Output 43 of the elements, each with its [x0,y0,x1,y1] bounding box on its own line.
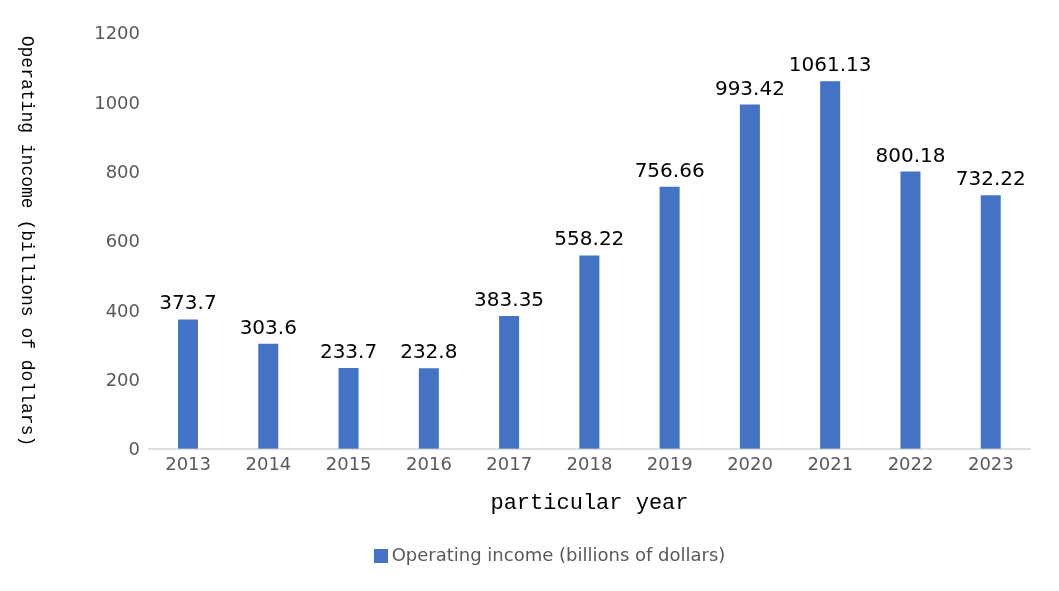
x-tick-label: 2021 [807,452,854,474]
data-label: 1061.13 [788,52,872,77]
x-tick-label: 2019 [646,452,693,474]
y-tick-label: 0 [128,438,140,460]
x-tick-label: 2023 [967,452,1014,474]
bar [499,316,520,449]
bar [820,81,841,449]
data-label: 756.66 [634,157,705,182]
data-label: 993.42 [714,75,785,100]
bar [178,319,198,449]
data-label: 558.22 [554,226,625,251]
legend-label: Operating income (billions of dollars) [391,544,726,565]
data-label: 303.6 [239,314,297,339]
y-tick-label: 200 [105,369,140,391]
x-tick-label: 2014 [245,452,292,474]
x-axis-title: particular year [490,491,689,516]
bar [980,195,1001,449]
data-label: 232.8 [400,339,458,364]
y-tick-label: 1000 [94,91,140,113]
x-tick-label: 2020 [727,452,773,474]
data-label: 373.7 [159,290,217,315]
data-label: 732.22 [955,166,1026,191]
x-tick-label: 2013 [165,452,212,474]
data-label: 233.7 [319,338,378,363]
bar [900,171,921,449]
y-tick-label: 800 [105,161,140,183]
bar [418,368,439,449]
x-tick-label: 2017 [486,452,533,474]
bar [258,343,279,449]
x-tick-label: 2022 [887,452,934,474]
bar [338,367,359,449]
y-tick-label: 1200 [94,22,140,44]
y-axis-title: Operating income (billions of dollars) [16,35,37,447]
x-tick-label: 2018 [566,452,613,474]
x-tick-label: 2016 [406,452,452,474]
data-label: 800.18 [875,142,946,167]
y-tick-label: 600 [105,230,140,252]
bar [739,104,760,449]
x-tick-label: 2015 [325,452,372,474]
y-tick-label: 400 [105,299,140,321]
data-label: 383.35 [474,287,545,312]
bar [659,186,680,449]
bar [579,255,600,449]
